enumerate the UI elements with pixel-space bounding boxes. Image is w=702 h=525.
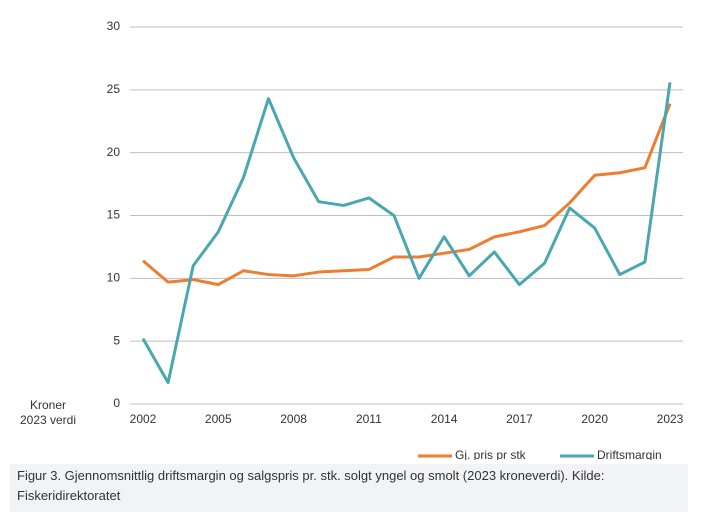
chart: 0 5 10 15 20 25 30 2002 2005 2008 2011 2014 2017 2020…	[20, 19, 684, 460]
x-tick-label: 2014	[431, 412, 458, 426]
series-line	[141, 82, 672, 385]
x-tick-label: 2020	[581, 412, 608, 426]
y-tick-label: 25	[107, 82, 121, 96]
y-axis-label: 2023 verdi	[20, 413, 76, 427]
legend-label: Gj. pris pr stk	[455, 448, 527, 460]
x-tick-label: 2011	[356, 412, 382, 426]
y-tick-label: 0	[113, 396, 120, 410]
x-tick-label: 2023	[657, 412, 684, 426]
x-tick-label: 2005	[205, 412, 232, 426]
y-tick-label: 20	[107, 145, 121, 159]
y-tick-label: 15	[107, 208, 121, 222]
caption: Figur 3. Gjennomsnittlig driftsmargin og…	[10, 464, 688, 512]
y-tick-label: 30	[107, 19, 121, 33]
x-tick-label: 2017	[506, 412, 533, 426]
x-tick-label: 2002	[130, 412, 157, 426]
y-axis-label: Kroner	[30, 398, 66, 412]
x-tick-label: 2008	[280, 412, 307, 426]
legend-label: Driftsmargin	[597, 448, 662, 460]
y-tick-label: 5	[113, 333, 120, 347]
y-tick-label: 10	[107, 271, 121, 285]
series-line	[142, 103, 672, 287]
